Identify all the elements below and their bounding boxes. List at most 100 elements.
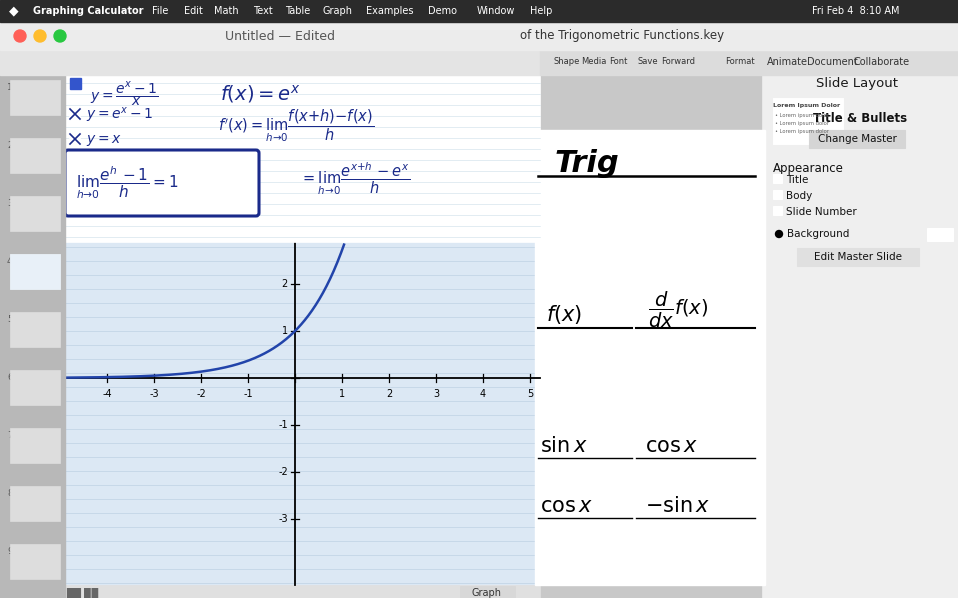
Text: 2: 2 [386, 389, 392, 399]
Bar [10, 254, 60, 289]
Bar [70, 78, 81, 89]
Bar [0, 0, 958, 22]
Bar [65, 242, 540, 585]
Text: Untitled — Edited: Untitled — Edited [225, 29, 335, 42]
Text: $y = \dfrac{e^x - 1}{x}$: $y = \dfrac{e^x - 1}{x}$ [90, 81, 159, 109]
Text: -2: -2 [278, 467, 288, 477]
Bar [10, 138, 60, 173]
Text: Appearance: Appearance [773, 162, 844, 175]
Bar [773, 98, 843, 144]
Text: Graph: Graph [472, 587, 502, 597]
Bar [773, 174, 782, 183]
Text: 1: 1 [282, 326, 288, 336]
Text: Collaborate: Collaborate [854, 57, 910, 67]
Text: $\lim_{h \to 0} \dfrac{e^h - 1}{h} = 1$: $\lim_{h \to 0} \dfrac{e^h - 1}{h} = 1$ [76, 164, 178, 202]
Text: ██ ▉▉: ██ ▉▉ [66, 587, 100, 597]
Text: Table: Table [285, 6, 310, 16]
Bar [809, 130, 905, 148]
Bar [0, 50, 540, 75]
Bar [540, 50, 958, 75]
Bar [10, 544, 60, 579]
Text: Animate: Animate [766, 57, 808, 67]
Text: $f(x) = e^x$: $f(x) = e^x$ [220, 83, 301, 105]
Text: Edit: Edit [184, 6, 202, 16]
Bar [70, 109, 80, 119]
Text: Demo: Demo [428, 6, 458, 16]
Bar [70, 134, 80, 144]
Text: 4: 4 [480, 389, 486, 399]
Text: 2: 2 [282, 279, 288, 289]
Text: $y = x$: $y = x$ [86, 133, 122, 148]
Text: Body: Body [786, 191, 812, 201]
Text: Background: Background [787, 229, 850, 239]
Text: -3: -3 [149, 389, 159, 399]
Text: Examples: Examples [366, 6, 414, 16]
Text: Shape: Shape [554, 57, 581, 66]
Text: Help: Help [530, 6, 552, 16]
Text: $= \lim_{h \to 0} \dfrac{e^{x+h} - e^x}{h}$: $= \lim_{h \to 0} \dfrac{e^{x+h} - e^x}{… [300, 160, 410, 197]
Text: Title: Title [786, 175, 809, 185]
Text: 6: 6 [7, 373, 12, 382]
Circle shape [775, 230, 783, 237]
Text: 1: 1 [7, 83, 12, 92]
Text: Slide Layout: Slide Layout [816, 77, 898, 90]
Text: 1: 1 [339, 389, 345, 399]
Bar [0, 22, 958, 50]
Bar [797, 248, 919, 266]
Text: Text: Text [253, 6, 273, 16]
Text: 2: 2 [7, 141, 12, 150]
Text: Change Master: Change Master [817, 134, 897, 144]
Text: -2: -2 [196, 389, 206, 399]
Text: 3: 3 [433, 389, 439, 399]
Bar [773, 190, 782, 199]
Text: 8: 8 [7, 489, 12, 498]
Bar [460, 586, 515, 598]
Text: Window: Window [477, 6, 515, 16]
Text: $\dfrac{d}{dx} f(x)$: $\dfrac{d}{dx} f(x)$ [648, 290, 708, 330]
Bar [10, 370, 60, 405]
Bar [10, 254, 60, 289]
Text: -4: -4 [103, 389, 112, 399]
Bar [10, 196, 60, 231]
Bar [65, 75, 540, 242]
Bar [535, 130, 765, 585]
Text: Math: Math [214, 6, 239, 16]
Text: 4: 4 [7, 257, 12, 266]
Text: 7: 7 [7, 431, 12, 440]
Text: 3: 3 [7, 199, 12, 208]
Text: Media: Media [582, 57, 606, 66]
Bar [762, 75, 958, 598]
Text: $\sin x$: $\sin x$ [540, 436, 588, 456]
Bar [0, 75, 65, 598]
Text: File: File [151, 6, 169, 16]
Text: $\cos x$: $\cos x$ [540, 496, 593, 516]
Bar [773, 206, 782, 215]
Text: 9: 9 [7, 547, 12, 556]
Text: 5: 5 [7, 315, 12, 324]
Text: Fri Feb 4  8:10 AM: Fri Feb 4 8:10 AM [812, 6, 900, 16]
Text: Title & Bullets: Title & Bullets [813, 111, 907, 124]
FancyBboxPatch shape [65, 150, 259, 216]
Circle shape [34, 30, 46, 42]
Text: Graph: Graph [323, 6, 353, 16]
Bar [927, 228, 953, 241]
Bar [65, 585, 540, 598]
Text: -1: -1 [243, 389, 253, 399]
Text: -1: -1 [279, 420, 288, 430]
Text: • Lorem ipsum dolor: • Lorem ipsum dolor [775, 113, 829, 118]
Text: Format: Format [725, 57, 755, 66]
Bar [10, 428, 60, 463]
Text: -3: -3 [279, 514, 288, 524]
Text: • Lorem ipsum dolor: • Lorem ipsum dolor [775, 121, 829, 126]
Text: Font: Font [609, 57, 627, 66]
Text: Lorem Ipsum Dolor: Lorem Ipsum Dolor [773, 103, 840, 108]
Text: $-\sin x$: $-\sin x$ [645, 496, 710, 516]
Text: Edit Master Slide: Edit Master Slide [814, 252, 902, 262]
Text: $f'(x) = \lim_{h \to 0} \dfrac{f(x+h) - f(x)}{h}$: $f'(x) = \lim_{h \to 0} \dfrac{f(x+h) - … [218, 107, 375, 144]
Text: $y = e^x - 1$: $y = e^x - 1$ [86, 105, 153, 124]
Text: Forward: Forward [661, 57, 695, 66]
Text: Graphing Calculator: Graphing Calculator [33, 6, 144, 16]
Circle shape [54, 30, 66, 42]
Text: Document: Document [807, 57, 857, 67]
Text: Trig: Trig [555, 148, 620, 178]
